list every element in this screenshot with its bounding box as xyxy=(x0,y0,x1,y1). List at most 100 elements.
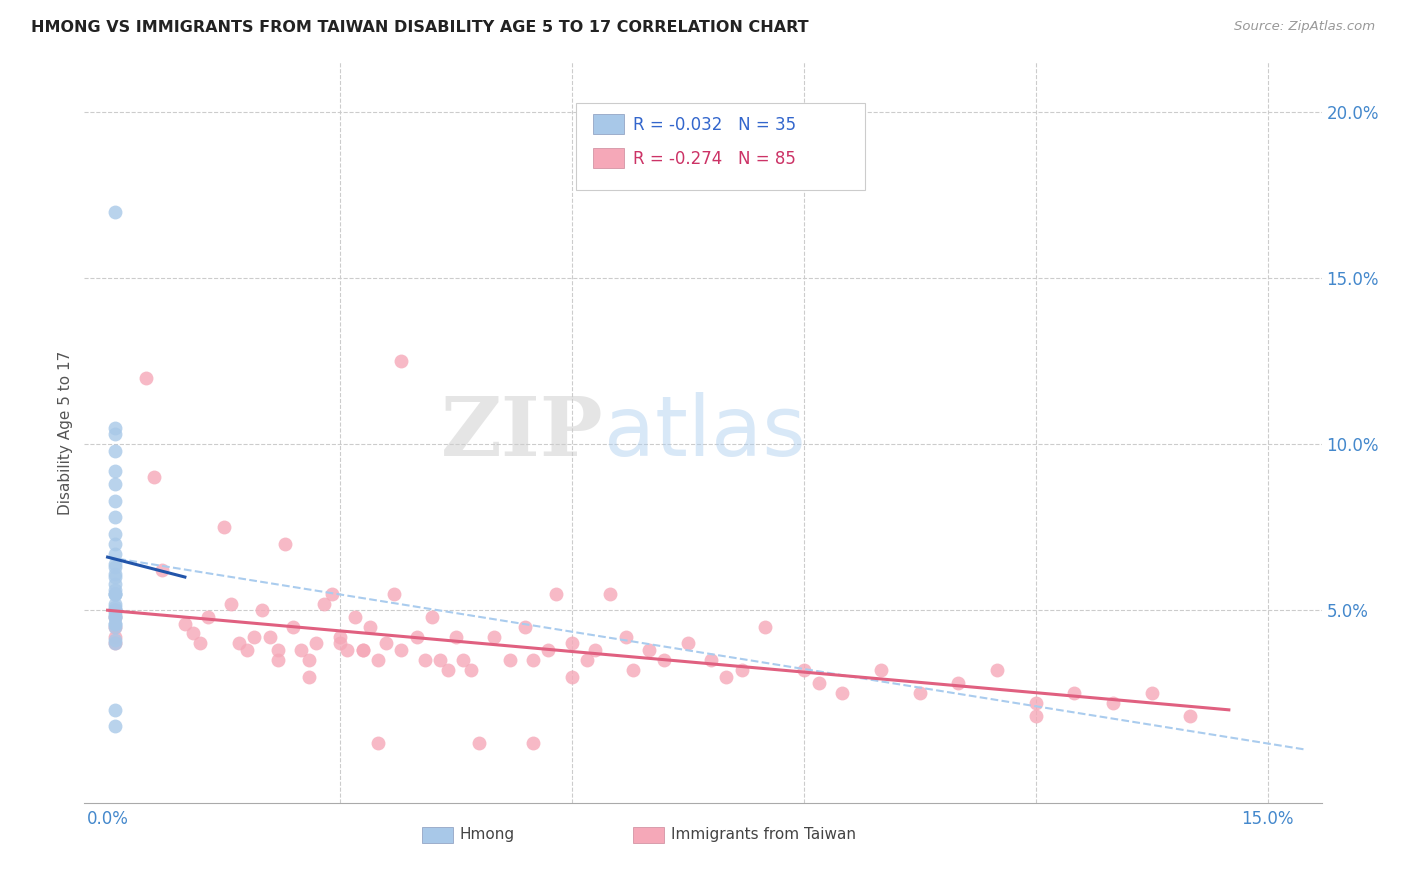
Point xyxy=(374,636,398,650)
Point xyxy=(104,560,127,574)
Point xyxy=(328,630,352,644)
Point xyxy=(104,603,127,617)
Point xyxy=(104,636,127,650)
Point xyxy=(104,583,127,598)
Point xyxy=(297,653,319,667)
Point xyxy=(754,620,776,634)
Point xyxy=(104,610,127,624)
Point xyxy=(305,636,328,650)
Point xyxy=(104,616,127,631)
Text: Source: ZipAtlas.com: Source: ZipAtlas.com xyxy=(1234,20,1375,33)
Point xyxy=(948,676,970,690)
Point xyxy=(676,636,699,650)
Point xyxy=(174,616,197,631)
Point xyxy=(274,537,297,551)
Point xyxy=(212,520,235,534)
Point xyxy=(104,443,127,458)
Point xyxy=(576,653,599,667)
Point xyxy=(104,587,127,601)
Point xyxy=(104,420,127,434)
Point xyxy=(104,477,127,491)
Point xyxy=(614,630,637,644)
Point xyxy=(135,371,157,385)
Point xyxy=(367,653,389,667)
Point xyxy=(382,587,405,601)
Point xyxy=(104,636,127,650)
Point xyxy=(413,653,436,667)
Point xyxy=(104,527,127,541)
Point xyxy=(807,676,830,690)
Point xyxy=(515,620,537,634)
Point xyxy=(104,603,127,617)
Point xyxy=(104,597,127,611)
Point xyxy=(391,643,413,657)
Point xyxy=(468,736,491,750)
Point xyxy=(422,610,444,624)
Point xyxy=(104,557,127,571)
Point xyxy=(104,204,127,219)
Point xyxy=(104,547,127,561)
Point xyxy=(228,636,250,650)
Point xyxy=(714,670,737,684)
Text: HMONG VS IMMIGRANTS FROM TAIWAN DISABILITY AGE 5 TO 17 CORRELATION CHART: HMONG VS IMMIGRANTS FROM TAIWAN DISABILI… xyxy=(31,20,808,35)
Point xyxy=(281,620,305,634)
Point xyxy=(104,576,127,591)
Point xyxy=(621,663,644,677)
Point xyxy=(429,653,451,667)
Point xyxy=(453,653,475,667)
Point xyxy=(104,510,127,524)
Point xyxy=(793,663,815,677)
Point xyxy=(104,587,127,601)
Point xyxy=(104,610,127,624)
Point xyxy=(219,597,243,611)
Text: R = -0.032   N = 35: R = -0.032 N = 35 xyxy=(633,116,796,134)
Point xyxy=(367,736,389,750)
Point xyxy=(986,663,1008,677)
Point xyxy=(104,603,127,617)
Point xyxy=(336,643,359,657)
Point xyxy=(104,610,127,624)
Point xyxy=(312,597,335,611)
Point xyxy=(104,566,127,581)
Point xyxy=(104,603,127,617)
Point xyxy=(1063,686,1085,700)
Point xyxy=(1140,686,1163,700)
Point xyxy=(831,686,853,700)
Point xyxy=(484,630,506,644)
Point xyxy=(150,563,173,577)
Point xyxy=(343,610,366,624)
Point xyxy=(436,663,458,677)
Point xyxy=(360,620,382,634)
Point xyxy=(104,537,127,551)
Point xyxy=(1024,696,1046,710)
Point xyxy=(104,620,127,634)
Point xyxy=(652,653,675,667)
Point xyxy=(1180,709,1202,723)
Point xyxy=(328,636,352,650)
Point xyxy=(104,633,127,648)
Point xyxy=(104,427,127,442)
Point xyxy=(181,626,204,640)
Point xyxy=(104,703,127,717)
Point xyxy=(391,354,413,368)
Text: R = -0.274   N = 85: R = -0.274 N = 85 xyxy=(633,150,796,168)
Point xyxy=(197,610,219,624)
Point xyxy=(297,670,319,684)
Text: Immigrants from Taiwan: Immigrants from Taiwan xyxy=(671,828,856,842)
Point xyxy=(1102,696,1125,710)
Point xyxy=(869,663,893,677)
Point xyxy=(250,603,273,617)
Point xyxy=(290,643,312,657)
Text: atlas: atlas xyxy=(605,392,806,473)
Point xyxy=(266,643,290,657)
Point xyxy=(104,607,127,621)
Point xyxy=(546,587,568,601)
Point xyxy=(104,599,127,614)
Point xyxy=(321,587,343,601)
Point xyxy=(537,643,560,657)
Point xyxy=(104,616,127,631)
Point xyxy=(259,630,281,644)
Point xyxy=(522,736,544,750)
Point xyxy=(104,570,127,584)
Point xyxy=(104,587,127,601)
